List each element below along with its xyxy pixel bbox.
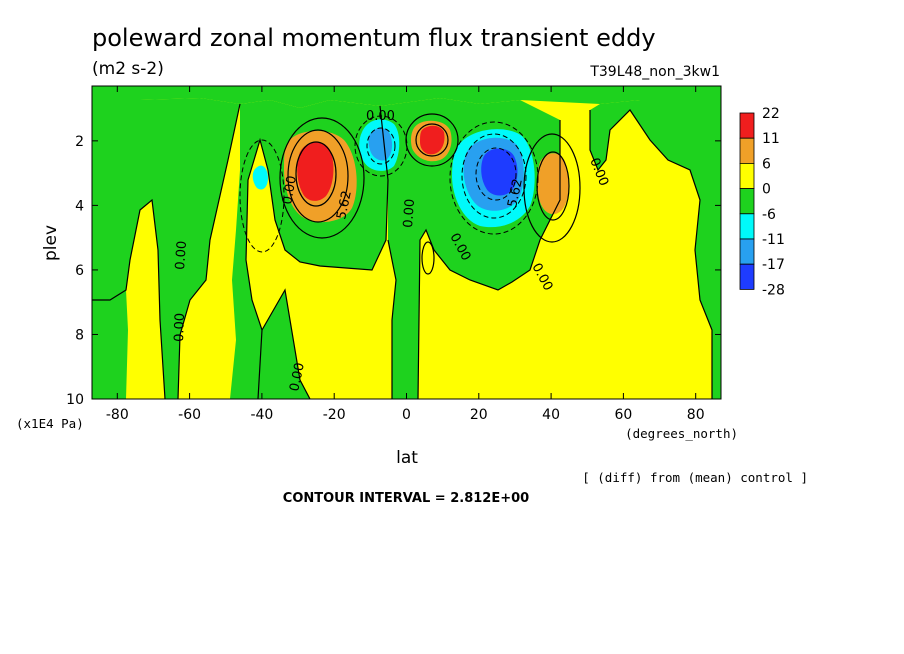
x-tick-label: -60: [178, 407, 201, 423]
run-label: T39L48_non_3kw1: [589, 64, 720, 80]
colorbar-label: -17: [762, 257, 785, 273]
contour-eq-positive-2: [415, 123, 449, 157]
colorbar-label: -11: [762, 232, 785, 248]
contour-label: 5.62: [505, 177, 526, 208]
fill-red-equator: [420, 125, 445, 155]
fill-red-sh-subtropics: [297, 141, 334, 201]
x-tick-label: 20: [470, 407, 488, 423]
y-tick-label: 2: [75, 134, 84, 150]
contour-zero-nh: [417, 120, 561, 399]
contour-nh-positive-2: [536, 151, 570, 221]
colorbar-swatch: [739, 188, 755, 215]
contour-lines-negative: [239, 115, 539, 253]
chart-units: (m2 s-2): [92, 59, 164, 79]
x-tick-label: 80: [687, 407, 705, 423]
contour-label: 0.00: [173, 240, 190, 270]
colorbar: 22 11 6 0 -6 -11 -17 -28: [739, 106, 785, 298]
x-axis: -80 -60 -40 -20 0 20 40 60 80: [106, 86, 705, 423]
y-tick-label: 10: [66, 392, 84, 408]
contour-label: 0.00: [172, 313, 188, 342]
diff-note: [ (diff) from (mean) control ]: [582, 470, 808, 485]
contour-label: 0.00: [287, 361, 308, 392]
colorbar-swatch: [739, 162, 755, 189]
contour-label: 0.00: [366, 109, 395, 124]
contour-zero-sh-strip: [261, 288, 311, 399]
contour-sh-positive-3: [295, 141, 337, 207]
colorbar-label: -28: [762, 282, 785, 298]
x-tick-label: -40: [250, 407, 273, 423]
y-units: (x1E4 Pa): [16, 416, 84, 431]
colorbar-label: 22: [762, 106, 780, 122]
contour-label: 0.00: [401, 198, 418, 228]
fill-cyan-sh-midlat: [252, 165, 268, 190]
colorbar-swatch: [739, 263, 755, 290]
fill-green-top-band: [92, 86, 721, 108]
colorbar-label: 0: [762, 182, 771, 198]
contour-zero-center: [387, 239, 397, 399]
fill-green-nh-right: [590, 100, 721, 399]
contour-lines: [92, 103, 713, 399]
x-tick-label: 40: [542, 407, 560, 423]
contour-nh-positive-1: [523, 133, 581, 243]
contour-sh-negative-2: [354, 115, 408, 177]
contour-center-small: [421, 241, 435, 275]
contour-nh-negative-2: [461, 133, 527, 219]
contour-interval: CONTOUR INTERVAL = 2.812E+00: [283, 491, 529, 506]
contour-nh-negative-1: [449, 121, 539, 235]
contour-zero-nh-right: [589, 109, 713, 399]
x-tick-label: 0: [402, 407, 411, 423]
colorbar-swatch: [739, 137, 755, 164]
contour-sh-negative-3: [366, 127, 396, 165]
contour-label: 5.62: [334, 189, 355, 220]
colorbar-swatch: [739, 213, 755, 240]
colorbar-swatch: [739, 112, 755, 139]
contour-zero-sh-inner: [245, 105, 389, 399]
x-tick-label: -80: [106, 407, 129, 423]
y-tick-label: 4: [75, 198, 84, 214]
x-tick-label: -20: [323, 407, 346, 423]
y-tick-label: 6: [75, 263, 84, 279]
contour-sh-positive-2: [287, 129, 349, 223]
colorbar-label: -6: [762, 207, 776, 223]
colorbar-swatch: [739, 238, 755, 265]
x-tick-label: 60: [614, 407, 632, 423]
y-tick-label: 8: [75, 327, 84, 343]
contour-zero-sh-band: [92, 198, 166, 399]
contour-label: 0.00: [280, 175, 300, 206]
x-axis-label: lat: [396, 448, 418, 468]
colorbar-label: 6: [762, 156, 771, 172]
fill-lightblue-sh-tropics: [368, 128, 393, 161]
fill-blue-nh-subtropics: [481, 148, 518, 196]
contour-sh-positive-1: [279, 117, 365, 239]
colorbar-label: 11: [762, 131, 780, 147]
contour-zero-sh-mid: [177, 103, 241, 399]
y-axis-label: plev: [41, 225, 61, 261]
fill-orange-nh-midlat: [537, 153, 569, 215]
fill-green-left: [92, 98, 240, 399]
contour-sh-negative-1: [239, 139, 285, 253]
fill-green-left-lower: [92, 290, 128, 399]
fill-green-sh-midlat-strip: [258, 290, 310, 399]
y-axis: 2 4 6 8 10: [66, 134, 721, 408]
chart-title: poleward zonal momentum flux transient e…: [92, 24, 656, 52]
plot-area: [92, 86, 721, 399]
x-units: (degrees_north): [625, 426, 738, 441]
contour-nh-negative-3: [475, 147, 517, 201]
